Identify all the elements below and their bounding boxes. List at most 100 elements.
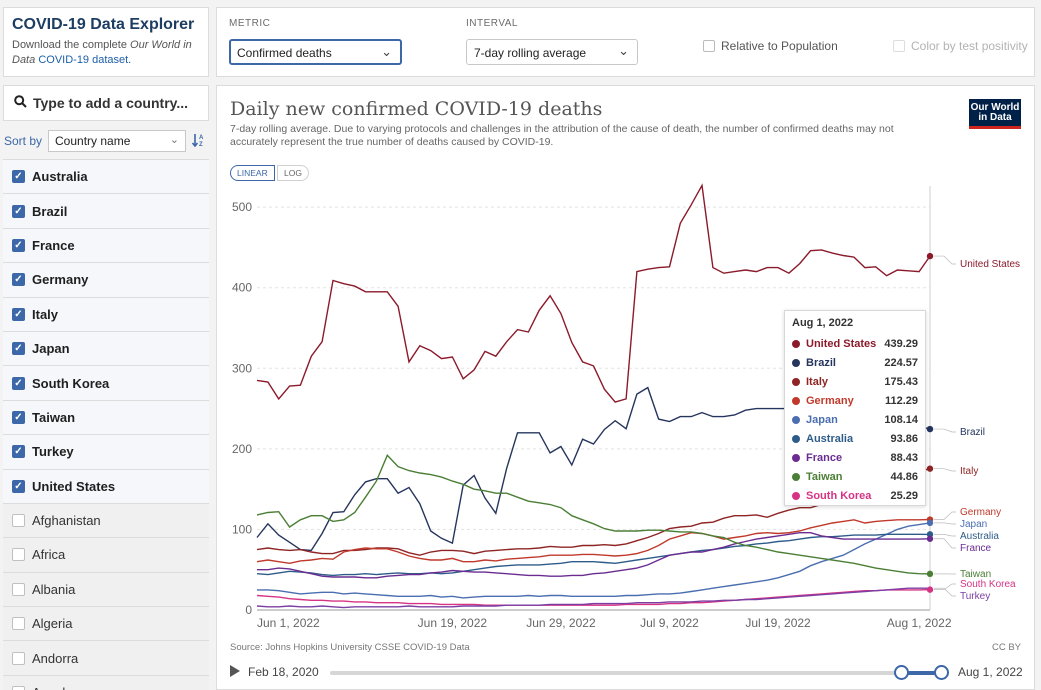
play-icon[interactable]: [230, 665, 240, 677]
interval-select[interactable]: 7-day rolling average ⌄: [466, 39, 638, 65]
country-item[interactable]: ✓ Turkey: [3, 435, 209, 470]
license-link[interactable]: CC BY: [991, 642, 1021, 653]
checkbox[interactable]: [12, 686, 25, 690]
x-tick-label: Jun 1, 2022: [257, 616, 320, 630]
y-tick-label: 300: [232, 361, 252, 375]
series-end-dot: [926, 465, 934, 472]
checkbox-checked-icon[interactable]: ✓: [12, 376, 25, 390]
checkbox-checked-icon[interactable]: ✓: [12, 238, 25, 252]
checkbox-checked-icon[interactable]: ✓: [12, 204, 25, 218]
chart-subtitle: 7-day rolling average. Due to varying pr…: [230, 123, 894, 148]
legend-dot-icon: [792, 397, 800, 406]
checkbox-checked-icon[interactable]: ✓: [12, 445, 25, 459]
end-label: Germany: [960, 507, 1001, 518]
search-icon: [14, 95, 27, 111]
country-name: France: [32, 237, 75, 253]
sort-label: Sort by: [4, 134, 43, 148]
country-search[interactable]: Type to add a country...: [3, 85, 209, 121]
tooltip-rows: United States 439.29 Brazil 224.57 Italy 175.…: [792, 335, 918, 505]
svg-text:Z: Z: [199, 142, 203, 147]
tooltip-series-value: 88.43: [890, 451, 918, 464]
legend-dot-icon: [792, 472, 800, 481]
country-item[interactable]: Andorra: [3, 641, 209, 676]
tooltip-series-name: Japan: [806, 414, 838, 426]
country-name: Andorra: [32, 650, 79, 666]
checkbox[interactable]: [12, 617, 25, 631]
line-chart[interactable]: 0 100 200 300 400 500 Jun 1, 2022 Jun 19, 2022 J…: [217, 86, 1034, 646]
legend-dot-icon: [792, 491, 800, 500]
tooltip-series-name: South Korea: [806, 489, 872, 502]
checkbox[interactable]: [12, 514, 25, 528]
country-item[interactable]: ✓ Australia: [3, 160, 209, 195]
y-tick-label: 400: [232, 281, 252, 295]
x-tick-label: Aug 1, 2022: [887, 616, 952, 630]
log-scale-button[interactable]: LOG: [277, 165, 309, 181]
color-by-test-positivity-toggle[interactable]: Color by test positivity: [893, 39, 1028, 53]
search-input[interactable]: Type to add a country...: [33, 95, 189, 111]
timeline-start-handle[interactable]: [894, 665, 909, 680]
dataset-link[interactable]: COVID-19 dataset.: [38, 54, 132, 66]
country-item[interactable]: ✓ Germany: [3, 263, 209, 298]
series-line-south-korea: [256, 588, 931, 606]
country-item[interactable]: ✓ Brazil: [3, 194, 209, 229]
checkbox-checked-icon[interactable]: ✓: [12, 170, 25, 184]
country-item[interactable]: ✓ Italy: [3, 297, 209, 332]
app-title: COVID-19 Data Explorer: [12, 16, 195, 33]
series-line-united-states: [256, 183, 931, 403]
country-item[interactable]: ✓ Taiwan: [3, 400, 209, 436]
metric-select[interactable]: Confirmed deaths ⌄: [229, 39, 402, 65]
tooltip-series-name: Germany: [806, 395, 854, 408]
country-item[interactable]: ✓ United States: [3, 469, 209, 504]
linear-scale-button[interactable]: LINEAR: [230, 165, 275, 181]
tooltip-series-name: Taiwan: [806, 470, 843, 483]
checkbox-checked-icon[interactable]: ✓: [12, 307, 25, 321]
country-item[interactable]: Albania: [3, 572, 209, 608]
country-name: Taiwan: [32, 409, 76, 425]
checkbox-checked-icon[interactable]: ✓: [12, 273, 25, 287]
checkbox[interactable]: [893, 40, 905, 52]
series-end-dot: [926, 519, 934, 527]
country-name: Algeria: [32, 616, 73, 632]
tooltip-series-name: Italy: [806, 376, 829, 389]
series-line-france: [257, 532, 931, 579]
checkbox-checked-icon[interactable]: ✓: [12, 410, 25, 424]
country-item[interactable]: Angola: [3, 675, 209, 690]
end-label: United States: [960, 259, 1020, 270]
country-item[interactable]: ✓ South Korea: [3, 366, 209, 401]
country-name: Albania: [32, 581, 76, 597]
country-name: Turkey: [32, 444, 74, 460]
chevron-down-icon: ⌄: [169, 134, 180, 146]
checkbox[interactable]: [703, 40, 715, 52]
country-item[interactable]: ✓ France: [3, 228, 209, 264]
checkbox[interactable]: [12, 548, 25, 562]
country-item[interactable]: Algeria: [3, 607, 209, 642]
timeline-selected-range: [901, 671, 942, 675]
end-label: Turkey: [960, 591, 990, 602]
tooltip-date: Aug 1, 2022: [792, 317, 854, 329]
chart-source[interactable]: Source: Johns Hopkins University CSSE CO…: [230, 642, 470, 653]
tooltip-series-value: 112.29: [884, 395, 918, 408]
owid-logo[interactable]: Our World in Data: [969, 99, 1021, 129]
checkbox[interactable]: [12, 651, 25, 665]
app-title-box: COVID-19 Data Explorer Download the comp…: [3, 7, 209, 77]
timeline-track[interactable]: [330, 671, 942, 675]
end-label: France: [960, 543, 992, 554]
timeline-end-handle[interactable]: [934, 665, 949, 680]
timeline: Feb 18, 2020 Aug 1, 2022: [230, 662, 1025, 684]
end-label-connector: [934, 538, 956, 549]
checkbox-checked-icon[interactable]: ✓: [12, 342, 25, 356]
x-tick-label: Jul 19, 2022: [745, 616, 811, 630]
end-label-connector: [934, 255, 956, 265]
checkbox-checked-icon[interactable]: ✓: [12, 479, 25, 493]
country-item[interactable]: Africa: [3, 538, 209, 573]
end-label: Japan: [960, 519, 987, 530]
sort-select[interactable]: Country name ⌄: [48, 130, 187, 152]
checkbox[interactable]: [12, 582, 25, 596]
series-end-dot: [926, 586, 934, 593]
country-item[interactable]: Afghanistan: [3, 503, 209, 539]
country-item[interactable]: ✓ Japan: [3, 331, 209, 367]
chevron-down-icon: ⌄: [381, 44, 392, 59]
relative-to-population-toggle[interactable]: Relative to Population: [703, 39, 838, 53]
series-line-japan: [257, 522, 931, 599]
